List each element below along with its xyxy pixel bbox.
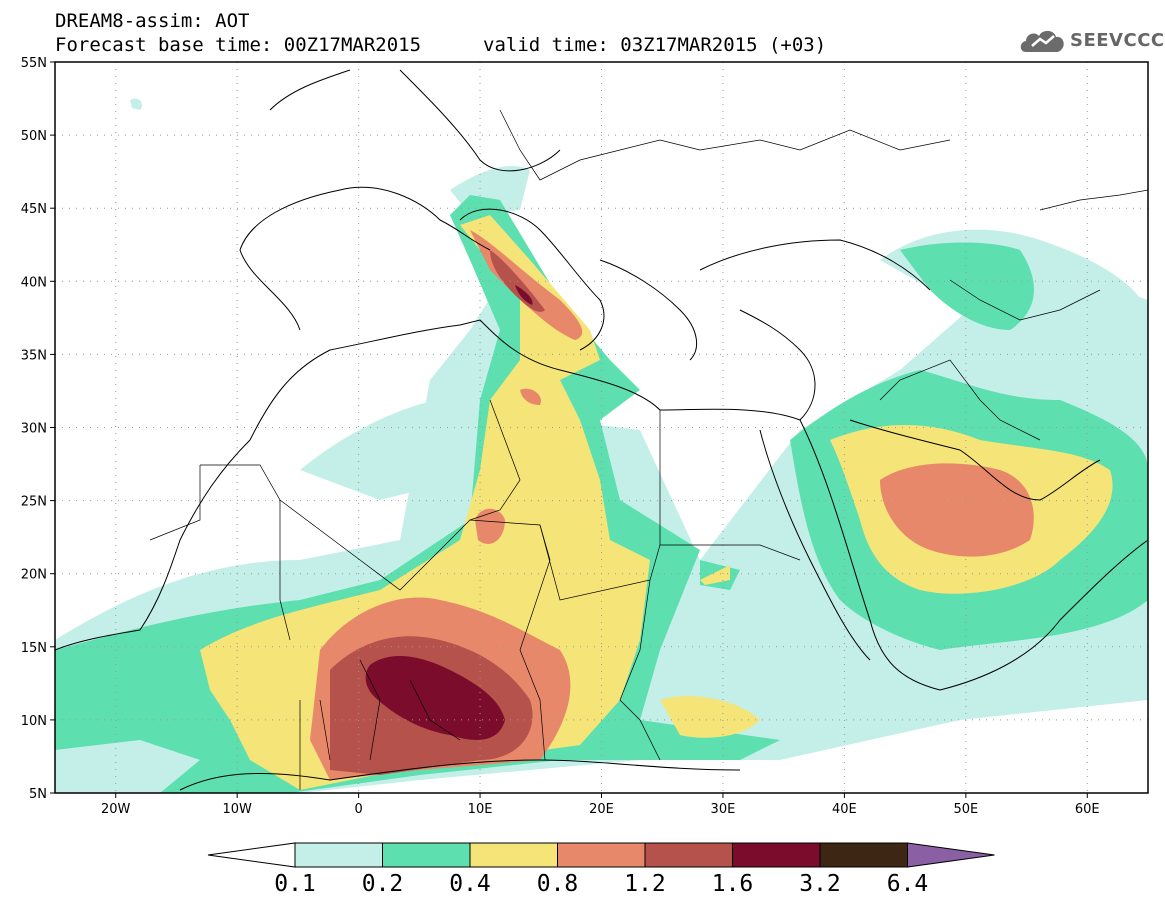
colorbar-swatch (819, 842, 908, 868)
colorbar-swatch (644, 842, 733, 868)
lat-label: 15N (21, 641, 47, 656)
colorbar-label: 0.4 (449, 871, 491, 897)
colorbar-swatch (294, 842, 383, 868)
lat-label: 35N (21, 348, 47, 363)
logo-text: SEEVCCC (1070, 30, 1165, 51)
lon-label: 10E (468, 802, 493, 817)
colorbar-swatch (469, 842, 558, 868)
lon-label: 0 (354, 802, 362, 817)
colorbar-label: 0.2 (362, 871, 404, 897)
valid-time: valid time: 03Z17MAR2015 (+03) (483, 34, 827, 56)
lon-label: 40E (832, 802, 857, 817)
map-title: DREAM8-assim: AOT (55, 10, 250, 32)
colorbar-label: 0.8 (537, 871, 579, 897)
colorbar-under-arrow (207, 842, 296, 868)
lat-label: 40N (21, 275, 47, 290)
seevccc-logo: SEEVCCC (1018, 26, 1164, 56)
lon-label: 50E (953, 802, 978, 817)
cloud-icon (1020, 30, 1064, 52)
lon-label: 10W (222, 802, 252, 817)
lat-label: 5N (29, 787, 47, 802)
aot-band-1.6 (365, 285, 533, 740)
lat-label: 30N (21, 422, 47, 437)
lat-axis: 55N 50N 45N 40N 35N 30N 25N 20N 15N 10N 5N (21, 56, 55, 802)
lon-label: 20W (101, 802, 131, 817)
lat-label: 45N (21, 202, 47, 217)
lat-label: 50N (21, 129, 47, 144)
colorbar-swatch (732, 842, 821, 868)
colorbar-label: 0.1 (274, 871, 316, 897)
lat-label: 55N (21, 56, 47, 71)
colorbar-label: 6.4 (887, 871, 929, 897)
lon-axis: 20W 10W 0 10E 20E 30E 40E 50E 60E (101, 793, 1100, 817)
aot-shading (55, 98, 1148, 793)
colorbar-label: 1.6 (712, 871, 754, 897)
colorbar-swatch (557, 842, 646, 868)
coastlines (54, 69, 1149, 791)
lat-label: 25N (21, 495, 47, 510)
colorbar-label: 3.2 (799, 871, 841, 897)
colorbar: 0.1 0.2 0.4 0.8 1.2 1.6 3.2 6.4 (207, 842, 995, 897)
colorbar-over-arrow (907, 842, 995, 868)
colorbar-label: 1.2 (624, 871, 666, 897)
lon-label: 60E (1075, 802, 1100, 817)
lat-label: 20N (21, 568, 47, 583)
country-borders (149, 109, 1149, 790)
lon-label: 30E (711, 802, 736, 817)
map-gridlines (55, 62, 1148, 793)
lon-label: 20E (589, 802, 614, 817)
forecast-base-time: Forecast base time: 00Z17MAR2015 (55, 34, 422, 56)
colorbar-swatch (382, 842, 471, 868)
lat-label: 10N (21, 714, 47, 729)
